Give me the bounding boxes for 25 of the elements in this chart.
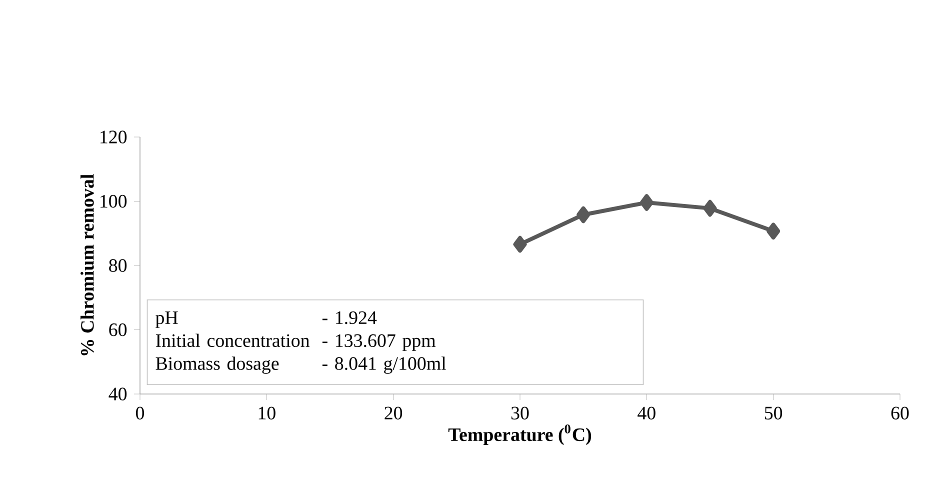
point [766, 222, 780, 240]
point [640, 194, 654, 211]
y-tick-label: 40 [108, 388, 127, 400]
annotation: - 133.607 ppm [322, 334, 436, 351]
y-tick-label: 80 [109, 259, 127, 272]
point [576, 206, 590, 224]
annotation: - 8.041 g/100ml [322, 356, 446, 374]
y-tick-label: 60 [109, 323, 127, 336]
x-tick-label: 0 [136, 406, 144, 420]
annotation: Biomass dosage [156, 356, 279, 374]
x-tick-label: 30 [511, 406, 529, 420]
annotation: pH [156, 312, 178, 328]
annotation: Initial concentration [156, 334, 310, 348]
x-tick-label: 50 [764, 406, 782, 420]
x-tick-label: 60 [891, 406, 909, 420]
annotation: - 1.924 [322, 311, 377, 324]
point [703, 200, 717, 217]
x-tick-label: 20 [384, 406, 402, 420]
y-tick-label: 100 [100, 194, 127, 208]
y-tick-label: 120 [100, 130, 127, 144]
text: Temperature ($^{0}$C) [448, 424, 592, 445]
point [513, 236, 527, 253]
x-tick-label: 40 [638, 406, 656, 420]
y-axis-title: % Chromium removal [80, 174, 94, 356]
x-tick-label: 10 [258, 406, 276, 420]
